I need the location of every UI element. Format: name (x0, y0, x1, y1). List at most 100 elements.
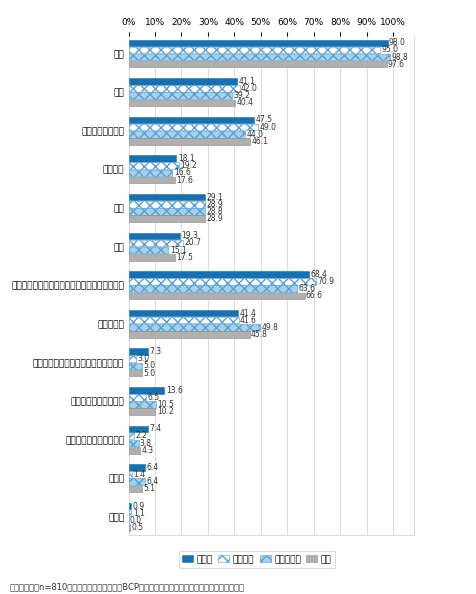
Bar (129, 61, 387, 68)
Text: 1.4: 1.4 (134, 470, 146, 479)
Text: 41.6: 41.6 (240, 315, 257, 325)
Text: 17.5: 17.5 (176, 252, 193, 262)
Text: 18.1: 18.1 (178, 154, 194, 163)
Bar (129, 177, 175, 184)
Bar (129, 355, 137, 362)
Bar (129, 348, 148, 355)
Bar (129, 239, 183, 247)
Text: 15.1: 15.1 (170, 245, 187, 255)
Bar (129, 216, 205, 222)
Text: 0.0: 0.0 (130, 516, 142, 525)
Text: 28.8: 28.8 (206, 207, 223, 216)
Text: 6.4: 6.4 (147, 463, 159, 472)
Bar (129, 131, 245, 138)
Bar (129, 293, 305, 299)
Text: 41.4: 41.4 (239, 308, 256, 318)
Bar (129, 464, 146, 470)
Bar (129, 394, 146, 400)
Bar (129, 285, 297, 292)
Bar (129, 208, 205, 215)
Bar (129, 317, 238, 324)
Text: 0.5: 0.5 (131, 523, 143, 532)
Bar (129, 271, 309, 277)
Text: 5.0: 5.0 (143, 368, 155, 378)
Bar (129, 124, 258, 131)
Bar (129, 440, 139, 446)
Bar (129, 478, 146, 485)
Bar (129, 425, 148, 432)
Text: 19.3: 19.3 (181, 231, 198, 241)
Text: 10.2: 10.2 (157, 407, 174, 416)
Text: 【複数回答、n=810、対象：事業継続計画（BCP）を策定済みで対象災害を特定している企業】: 【複数回答、n=810、対象：事業継続計画（BCP）を策定済みで対象災害を特定し… (10, 582, 245, 591)
Text: 13.6: 13.6 (166, 386, 183, 395)
Bar (129, 331, 249, 338)
Text: 70.9: 70.9 (317, 277, 334, 286)
Bar (129, 369, 142, 377)
Text: 17.6: 17.6 (177, 175, 193, 185)
Text: 29.1: 29.1 (207, 192, 224, 202)
Text: 5.0: 5.0 (143, 361, 155, 371)
Text: 3.8: 3.8 (140, 438, 152, 448)
Bar (129, 503, 131, 509)
Text: 2.2: 2.2 (136, 431, 148, 441)
Text: 4.3: 4.3 (141, 446, 153, 455)
Bar (129, 201, 205, 208)
Bar (129, 194, 206, 201)
Text: 42.0: 42.0 (241, 84, 258, 93)
Bar (129, 155, 177, 162)
Text: 98.8: 98.8 (391, 52, 408, 62)
Bar (129, 93, 232, 99)
Text: 47.5: 47.5 (256, 115, 272, 125)
Bar (129, 170, 172, 176)
Legend: 大企業, 中堅企業, その他企業, 全体: 大企業, 中堅企業, その他企業, 全体 (179, 551, 335, 567)
Bar (129, 485, 142, 492)
Text: 6.5: 6.5 (147, 393, 159, 402)
Text: 6.4: 6.4 (147, 477, 159, 486)
Bar (129, 401, 156, 408)
Bar (129, 116, 254, 124)
Bar (129, 387, 165, 393)
Bar (129, 324, 260, 331)
Bar (129, 78, 237, 85)
Bar (129, 138, 250, 145)
Bar (129, 232, 179, 239)
Bar (129, 162, 179, 169)
Text: 3.0: 3.0 (138, 354, 150, 364)
Bar (129, 247, 169, 254)
Text: 0.9: 0.9 (132, 501, 144, 510)
Text: 7.3: 7.3 (149, 347, 161, 356)
Text: 66.6: 66.6 (306, 291, 323, 301)
Text: 44.0: 44.0 (246, 129, 263, 139)
Text: 97.6: 97.6 (388, 60, 405, 69)
Bar (129, 47, 380, 53)
Bar (129, 278, 316, 285)
Text: 19.2: 19.2 (180, 161, 198, 170)
Text: 39.2: 39.2 (234, 91, 250, 100)
Bar (129, 524, 130, 531)
Text: 40.4: 40.4 (237, 99, 254, 108)
Text: 28.9: 28.9 (206, 214, 223, 223)
Text: 68.4: 68.4 (311, 270, 327, 279)
Text: 1.1: 1.1 (133, 508, 145, 518)
Bar (129, 54, 390, 61)
Text: 20.7: 20.7 (185, 238, 201, 248)
Text: 28.9: 28.9 (206, 200, 223, 209)
Text: 95.0: 95.0 (381, 45, 398, 55)
Text: 10.5: 10.5 (158, 400, 175, 409)
Bar (129, 100, 235, 106)
Text: 5.1: 5.1 (143, 484, 155, 494)
Text: 46.1: 46.1 (252, 137, 268, 146)
Text: 49.0: 49.0 (259, 122, 277, 132)
Bar (129, 432, 134, 439)
Bar (129, 447, 140, 454)
Text: 41.1: 41.1 (238, 77, 255, 86)
Bar (129, 39, 387, 46)
Bar (129, 254, 175, 261)
Bar (129, 408, 156, 415)
Bar (129, 362, 142, 369)
Text: 7.4: 7.4 (149, 424, 161, 434)
Bar (129, 510, 131, 516)
Text: 63.6: 63.6 (298, 284, 315, 293)
Text: 49.8: 49.8 (261, 323, 278, 332)
Bar (129, 471, 132, 478)
